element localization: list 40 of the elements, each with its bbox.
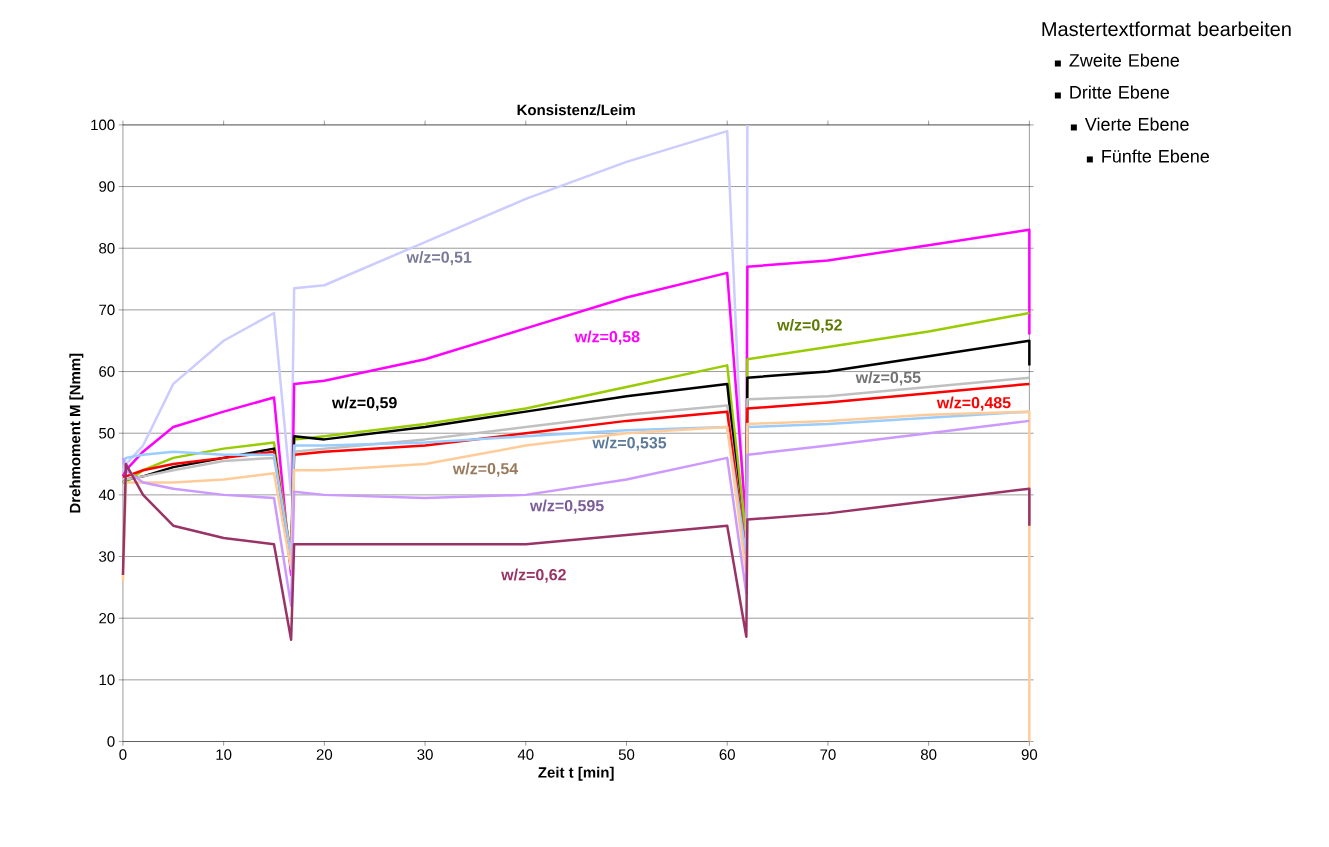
y-tick-label: 70 [99, 304, 115, 315]
line-series [121, 419, 1031, 607]
series-label: w/z=0,59 [331, 396, 397, 411]
y-axis-title: Drehmoment M [Nmm] [69, 353, 84, 513]
x-tick-label: 80 [920, 749, 937, 760]
series-label: w/z=0,51 [406, 250, 472, 265]
x-tick-label: 30 [417, 749, 433, 760]
series-label: w/z=0,62 [501, 568, 566, 583]
text: Zweite Ebene [1069, 53, 1180, 67]
series-label: w/z=0,52 [777, 318, 842, 333]
y-tick-label: 60 [99, 366, 115, 377]
series-label: w/z=0,485 [936, 396, 1011, 411]
text: Vierte Ebene [1084, 117, 1189, 131]
x-tick-label: 90 [1021, 749, 1038, 760]
series-label: w/z=0,58 [574, 330, 640, 345]
x-tick-label: 70 [820, 749, 836, 760]
y-tick-label: 30 [99, 551, 115, 562]
x-tick-label: 0 [119, 749, 127, 760]
x-tick-label: 60 [719, 749, 735, 760]
series-label: w/z=0,55 [855, 371, 921, 386]
text: Mastertextformat bearbeiten [1042, 21, 1291, 36]
series-label: w/z=0,54 [452, 462, 519, 477]
x-tick-label: 50 [618, 749, 635, 760]
y-tick-label: 50 [99, 427, 115, 439]
series-label: w/z=0,595 [529, 499, 604, 514]
y-tick-label: 90 [99, 181, 115, 192]
text: Fünfte Ebene [1102, 149, 1210, 163]
y-tick-label: 20 [99, 612, 115, 624]
x-tick-label: 10 [216, 749, 232, 760]
x-axis-title: Zeit t [min] [538, 766, 614, 781]
chart-title: Konsistenz/Leim [517, 104, 635, 116]
x-tick-label: 20 [316, 749, 333, 760]
series-label: w/z=0,535 [592, 436, 667, 451]
y-tick-label: 0 [107, 736, 115, 747]
y-tick-label: 80 [99, 242, 115, 254]
y-tick-label: 100 [91, 119, 115, 130]
text: Dritte Ebene [1070, 85, 1170, 99]
y-tick-label: 40 [98, 489, 115, 500]
y-tick-label: 10 [99, 674, 115, 685]
x-tick-label: 40 [517, 749, 534, 760]
